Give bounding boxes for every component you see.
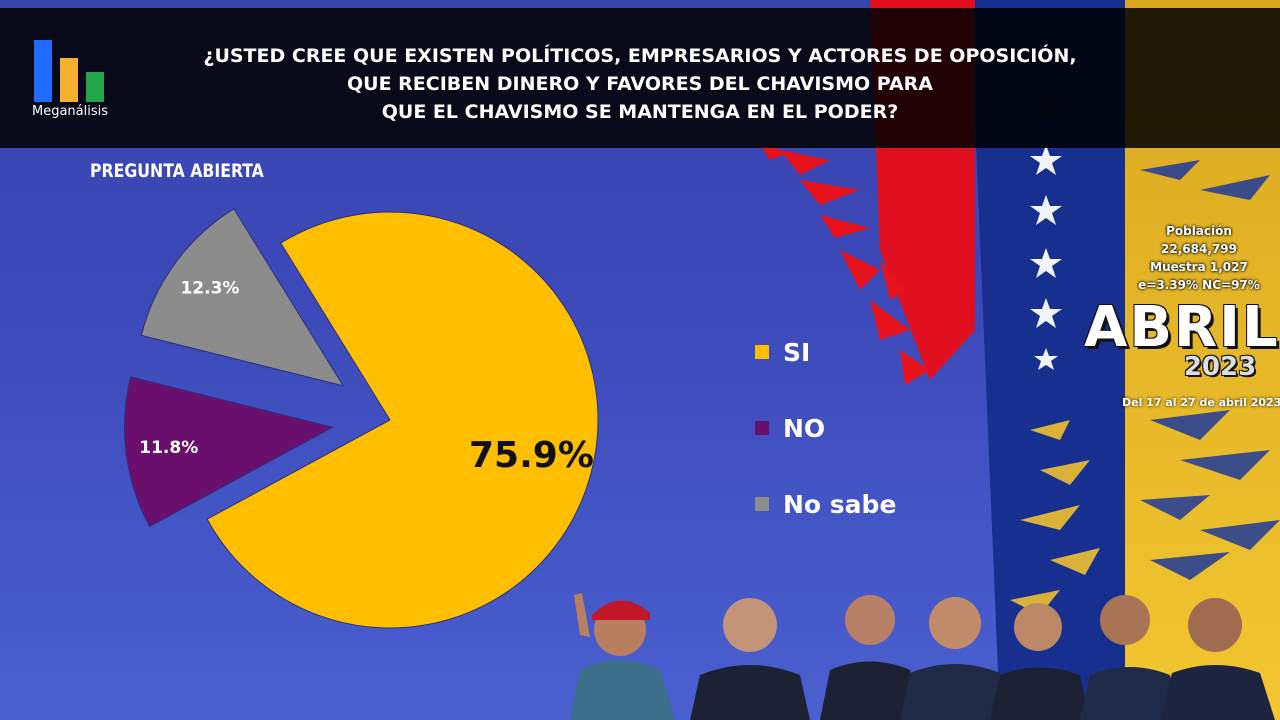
survey-month: ABRIL [1084,295,1280,360]
logo-text: Meganálisis [31,104,109,119]
legend-label-si: SI [783,337,811,367]
pie-label-no-sabe: 12.3% [180,278,239,298]
pie-label-si: 75.9% [469,435,594,476]
legend-label-no: NO [783,413,826,443]
pie-slice-si [206,211,599,629]
question-header: Meganálisis ¿USTED CREE QUE EXISTEN POLÍ… [0,8,1280,148]
pie-slice-no [123,376,334,528]
legend-swatch-no-sabe [755,497,769,511]
legend-item-no: NO [755,413,825,443]
question-line-2: QUE RECIBEN DINERO Y FAVORES DEL CHAVISM… [347,73,933,95]
pie-label-no: 11.8% [139,438,198,458]
question-type-label: PREGUNTA ABIERTA [90,160,264,182]
question-line-1: ¿USTED CREE QUE EXISTEN POLÍTICOS, EMPRE… [203,45,1077,67]
sample-size: Muestra 1,027 [1150,260,1248,274]
population-value: 22,684,799 [1161,242,1237,256]
survey-info: Población 22,684,799 Muestra 1,027 e=3.3… [1130,222,1268,294]
survey-period: Del 17 al 27 de abril 2023 [1122,396,1280,409]
legend-swatch-no [755,421,769,435]
meganalisis-logo: Meganálisis [26,38,116,128]
survey-year: 2023 [1183,352,1257,382]
question-line-3: QUE EL CHAVISMO SE MANTENGA EN EL PODER? [381,101,899,123]
politicians-photo [570,593,1275,720]
legend-item-si: SI [755,337,810,367]
population-label: Población [1166,224,1232,238]
bar-chart-logo-icon [34,40,104,102]
legend-label-no-sabe: No sabe [783,489,897,519]
pie-slice-no-sabe [140,208,345,387]
legend-item-no-sabe: No sabe [755,489,896,519]
legend-swatch-si [755,345,769,359]
error-confidence: e=3.39% NC=97% [1138,278,1260,292]
survey-question: ¿USTED CREE QUE EXISTEN POLÍTICOS, EMPRE… [130,42,1150,126]
